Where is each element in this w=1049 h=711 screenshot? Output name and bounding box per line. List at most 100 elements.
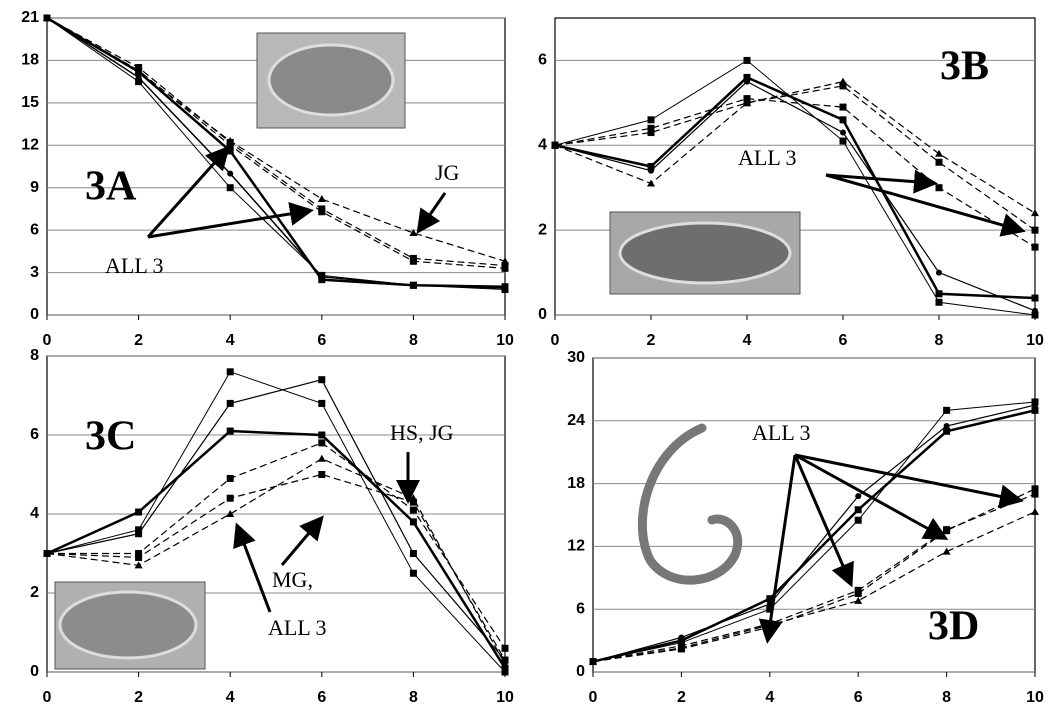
annotation: ALL 3	[268, 615, 326, 640]
panel-label: 3B	[940, 44, 989, 90]
point	[502, 286, 509, 293]
point	[943, 526, 950, 533]
point	[318, 432, 325, 439]
point	[502, 669, 509, 676]
y-tick-label: 2	[538, 221, 547, 238]
point	[318, 272, 325, 279]
point	[227, 184, 234, 191]
y-tick-label: 9	[30, 179, 39, 196]
annotation: JG	[435, 160, 460, 185]
x-tick-label: 10	[496, 332, 514, 349]
y-tick-label: 0	[30, 663, 39, 680]
point	[135, 554, 142, 561]
point	[855, 493, 861, 499]
point	[227, 368, 234, 375]
x-tick-label: 2	[677, 689, 686, 706]
point	[410, 550, 417, 557]
point	[135, 526, 142, 533]
annotation: MG,	[272, 567, 313, 592]
x-tick-label: 2	[134, 689, 143, 706]
point	[936, 290, 943, 297]
y-tick-label: 0	[576, 663, 585, 680]
point	[744, 57, 751, 64]
point	[855, 587, 862, 594]
y-tick-label: 0	[538, 306, 547, 323]
point	[1032, 244, 1039, 251]
y-tick-label: 4	[30, 505, 39, 522]
point	[318, 400, 325, 407]
embryo	[60, 592, 196, 658]
y-tick-label: 6	[576, 600, 585, 617]
embryo	[620, 223, 790, 283]
y-tick-label: 3	[30, 264, 39, 281]
y-tick-label: 18	[21, 52, 39, 69]
y-tick-label: 15	[21, 94, 39, 111]
point	[1032, 227, 1039, 234]
annotation: ALL 3	[738, 145, 796, 170]
point	[318, 439, 325, 446]
point	[1032, 295, 1039, 302]
point	[648, 116, 655, 123]
x-tick-label: 4	[226, 689, 235, 706]
point	[840, 130, 846, 136]
point	[318, 208, 325, 215]
point	[227, 171, 233, 177]
point	[227, 475, 234, 482]
y-tick-label: 24	[567, 412, 585, 429]
point	[936, 184, 943, 191]
point	[410, 518, 417, 525]
x-tick-label: 2	[134, 332, 143, 349]
y-tick-label: 2	[30, 584, 39, 601]
point	[410, 570, 417, 577]
point	[944, 423, 950, 429]
point	[135, 78, 142, 85]
x-tick-label: 8	[409, 689, 418, 706]
point	[410, 282, 417, 289]
y-tick-label: 4	[538, 137, 547, 154]
x-tick-label: 4	[226, 332, 235, 349]
embryo	[269, 45, 393, 115]
x-tick-label: 0	[551, 332, 560, 349]
point	[410, 258, 417, 265]
point	[936, 159, 943, 166]
y-tick-label: 21	[21, 9, 39, 26]
y-tick-label: 0	[30, 306, 39, 323]
y-tick-label: 8	[30, 347, 39, 364]
point	[855, 517, 862, 524]
x-tick-label: 10	[1026, 689, 1044, 706]
x-tick-label: 8	[935, 332, 944, 349]
point	[840, 116, 847, 123]
point	[135, 509, 142, 516]
x-tick-label: 0	[589, 689, 598, 706]
x-tick-label: 6	[317, 689, 326, 706]
point	[227, 428, 234, 435]
x-tick-label: 6	[839, 332, 848, 349]
point	[318, 471, 325, 478]
point	[840, 138, 847, 145]
y-tick-label: 30	[567, 349, 585, 366]
point	[744, 79, 750, 85]
point	[318, 376, 325, 383]
annotation: ALL 3	[105, 253, 163, 278]
point	[855, 506, 862, 513]
point	[1032, 312, 1039, 319]
panel-label: 3A	[85, 164, 137, 210]
y-tick-label: 12	[567, 538, 585, 555]
point	[502, 645, 509, 652]
x-tick-label: 0	[43, 689, 52, 706]
y-tick-label: 12	[21, 137, 39, 154]
point	[648, 168, 654, 174]
point	[936, 299, 943, 306]
y-tick-label: 6	[30, 426, 39, 443]
x-tick-label: 8	[409, 332, 418, 349]
point	[227, 400, 234, 407]
figure: 0369121518210246810024602468100246802468…	[0, 0, 1049, 711]
y-tick-label: 6	[30, 221, 39, 238]
x-tick-label: 4	[743, 332, 752, 349]
x-tick-label: 4	[765, 689, 774, 706]
point	[227, 495, 234, 502]
panel-label: 3D	[928, 604, 979, 650]
point	[1032, 398, 1039, 405]
panel-label: 3C	[85, 414, 136, 460]
point	[943, 407, 950, 414]
